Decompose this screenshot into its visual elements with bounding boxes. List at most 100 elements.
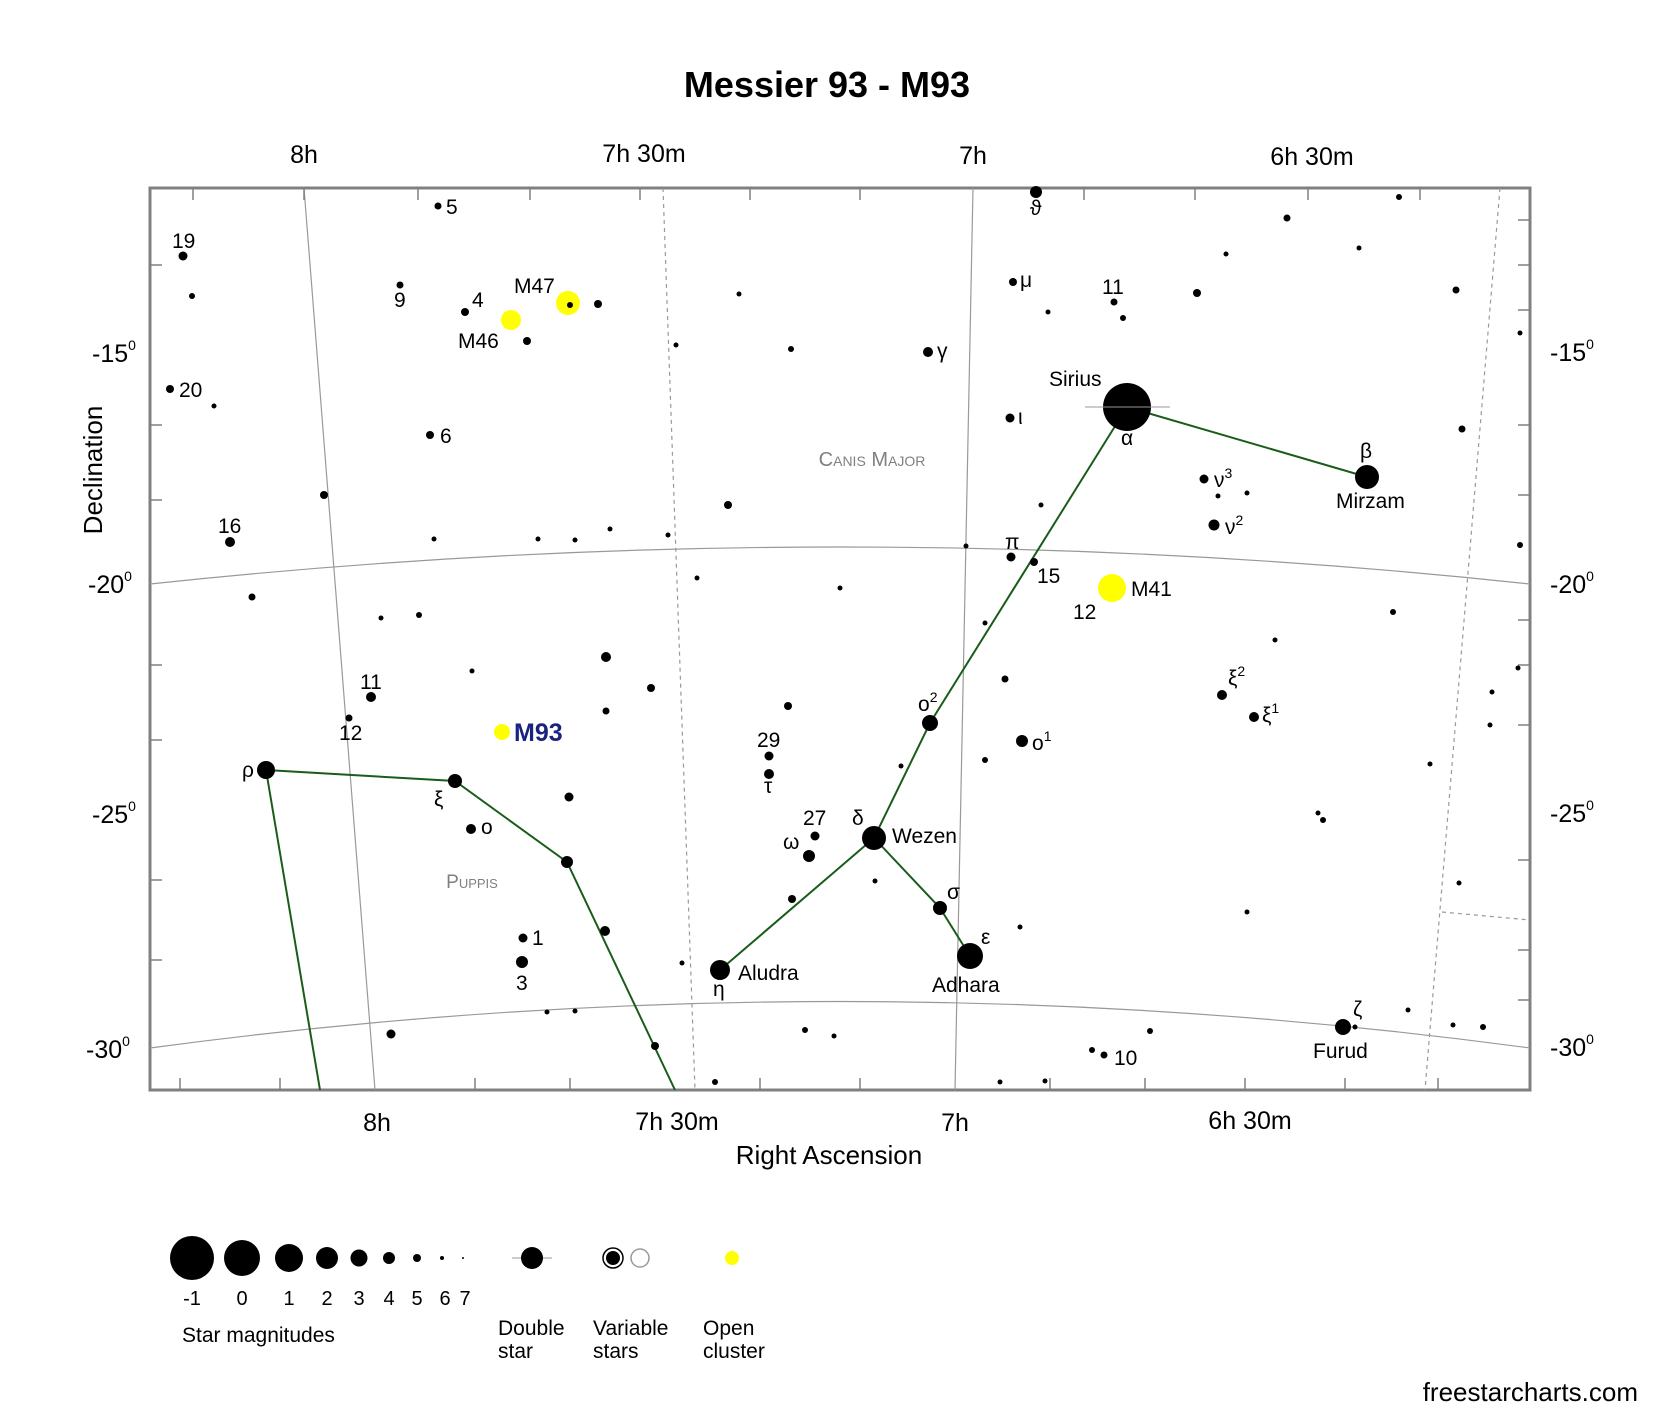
label-m46: M46 [458,330,499,353]
degree-mark: 0 [1586,797,1594,813]
label-o2-sup: 2 [930,689,938,705]
bottom-tick-label: 7h [941,1109,969,1137]
magnitude-legend [170,1236,464,1280]
puppis-line [266,770,320,1090]
double-star-symbol [521,1247,543,1269]
top-tick-label: 7h 30m [602,140,685,168]
label-alpha: α [1121,427,1133,450]
label-adhara: Adhara [932,974,1000,997]
left-tick-label: -150 [92,337,136,368]
label-12-pup: 12 [339,722,362,745]
label-10: 10 [1114,1047,1137,1070]
label-mu: μ [1020,269,1032,292]
magnitudes-caption: Star magnitudes [182,1324,335,1347]
variable-stars-line: stars [593,1340,639,1363]
label-wezen: Wezen [892,825,957,848]
cluster-m93 [494,724,510,740]
top-tick-label: 6h 30m [1270,143,1353,171]
label-sigma: σ [947,881,960,904]
top-tick-label: 7h [959,142,987,170]
mag-symbol [413,1254,421,1262]
puppis-line [266,770,675,1090]
open-cluster-line: Open [703,1317,754,1340]
label-rho: ρ [242,759,254,782]
star-omega [803,850,815,862]
open-clusters [494,291,1126,740]
star-nu2 [1209,520,1220,531]
label-beta: β [1360,440,1372,463]
star-gamma [923,347,933,357]
star-xi1 [1249,712,1259,722]
star-o [466,824,476,834]
label-m41: M41 [1131,578,1172,601]
dec-value: -25 [1550,800,1586,828]
star-wezen [862,826,886,850]
star-o1 [1016,735,1028,747]
ra-line-8h [304,188,375,1090]
star-12-pup [346,715,353,722]
label-zeta: ζ [1353,998,1362,1021]
label-6: 6 [440,425,452,448]
star-3 [516,956,528,968]
canis-major-line [720,407,1127,970]
star-mirzam [1355,465,1379,489]
label-19: 19 [172,230,195,253]
dec-value: -15 [92,340,128,368]
degree-mark: 0 [128,798,136,814]
degree-mark: 0 [124,568,132,584]
label-xi2-sup: 2 [1237,663,1245,679]
label-nu2: ν2 [1225,512,1244,539]
bottom-tick-label: 8h [363,1109,391,1137]
x-axis-title: Right Ascension [736,1140,922,1170]
site-credit: freestarcharts.com [1423,1377,1638,1408]
label-o-pup: ο [481,816,493,839]
magnitude-labels: -1 0 1 2 3 4 5 6 7 [183,1288,470,1310]
label-12-cma: 12 [1073,601,1096,624]
variable-star-symbol-inner [606,1251,620,1265]
label-29: 29 [757,729,780,752]
object-labels: M93 M47 M46 M41 Sirius Mirzam Wezen Adha… [172,196,1405,1070]
chart-title: Messier 93 - M93 [684,64,970,105]
dec-value: -30 [86,1036,122,1064]
label-1: 1 [532,927,544,950]
star-20 [166,385,174,393]
mag-symbol [462,1257,464,1259]
label-5: 5 [446,196,458,219]
star-xi2 [1217,690,1227,700]
label-nu2-sup: 2 [1236,512,1244,528]
mag-label: 1 [283,1288,294,1310]
open-cluster-line: cluster [703,1340,765,1363]
mag-label: -1 [183,1288,201,1310]
label-aludra: Aludra [738,962,799,985]
star-furud [1335,1019,1351,1035]
star-mu [1009,278,1017,286]
mag-label: 6 [439,1288,450,1310]
dec-value: -30 [1550,1034,1586,1062]
star-10 [1101,1052,1108,1059]
legend: -1 0 1 2 3 4 5 6 7 Star magnitudes Doubl… [170,1236,765,1363]
right-tick-label: -300 [1550,1031,1594,1062]
degree-mark: 0 [1586,568,1594,584]
variable-star-symbol-faint [631,1249,649,1267]
mag-symbol [170,1236,214,1280]
y-axis-title: Declination [78,406,108,535]
label-gamma: γ [937,340,948,363]
boundary-stub [1442,912,1530,920]
star-iota [1006,414,1015,423]
star-aludra [710,960,730,980]
left-tick-label: -300 [86,1033,130,1064]
frame-ticks [150,188,1530,1090]
label-o1-sup: 1 [1044,728,1052,744]
label-16: 16 [218,515,241,538]
label-o1: ο1 [1032,728,1052,755]
dec-value: -20 [88,571,124,599]
mag-symbol [351,1250,368,1267]
mag-label: 7 [459,1288,470,1310]
star-27 [811,832,820,841]
label-eta: η [713,978,725,1001]
mag-label: 5 [411,1288,422,1310]
left-tick-label: -200 [88,568,132,599]
label-mirzam: Mirzam [1336,490,1405,513]
star-29 [765,752,774,761]
